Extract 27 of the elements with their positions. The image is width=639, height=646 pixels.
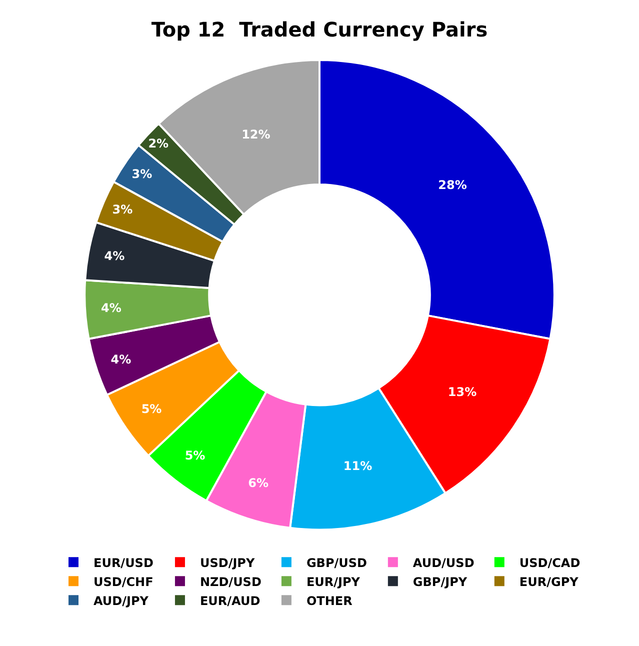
- legend-label: EUR/AUD: [200, 594, 260, 608]
- legend-label: USD/CHF: [94, 574, 154, 589]
- data-label: 13%: [448, 384, 477, 399]
- data-label: 5%: [141, 402, 162, 416]
- data-label: 4%: [100, 300, 122, 315]
- data-label: 4%: [110, 352, 132, 366]
- legend-label: GBP/USD: [306, 556, 368, 570]
- data-label: 28%: [438, 178, 467, 192]
- data-label: 11%: [343, 459, 372, 474]
- legend-label: EUR/USD: [94, 556, 154, 570]
- legend-label: AUD/USD: [412, 556, 474, 570]
- legend-label: NZD/USD: [200, 574, 262, 589]
- data-label: 2%: [148, 136, 169, 151]
- data-label: 3%: [112, 202, 133, 217]
- data-label: 3%: [132, 167, 152, 182]
- legend-label: GBP/JPY: [412, 574, 468, 589]
- data-label: 4%: [104, 248, 125, 263]
- chart-title: Top 12 Traded Currency Pairs: [151, 18, 488, 42]
- legend-label: EUR/GPY: [519, 574, 579, 589]
- legend-label: EUR/JPY: [306, 574, 360, 589]
- legend-label: USD/JPY: [200, 556, 255, 570]
- data-label: 5%: [184, 448, 206, 462]
- legend-label: AUD/JPY: [94, 594, 149, 608]
- legend-label: OTHER: [306, 594, 352, 608]
- data-label: 6%: [248, 476, 269, 490]
- data-label: 12%: [242, 127, 270, 142]
- legend-label: USD/CAD: [519, 556, 580, 570]
